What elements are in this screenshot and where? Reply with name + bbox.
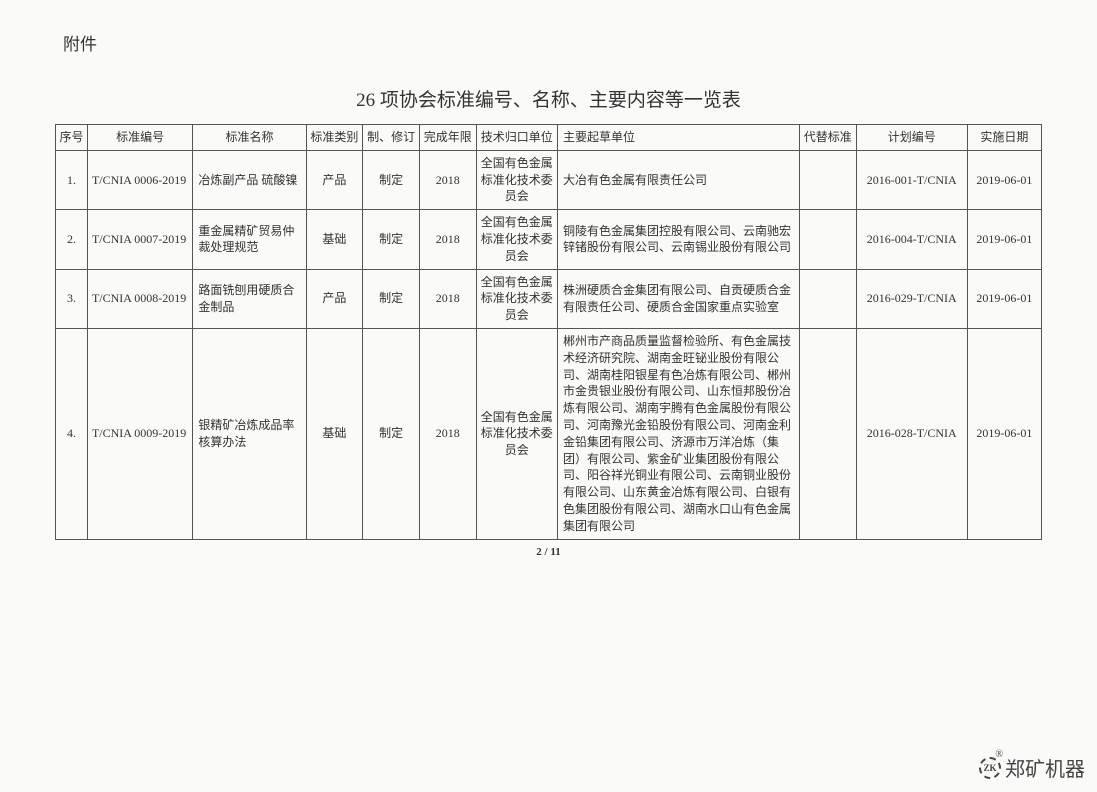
table-row: 1. T/CNIA 0006-2019 冶炼副产品 硫酸镍 产品 制定 2018… bbox=[56, 150, 1042, 209]
cell-tech: 全国有色金属标准化技术委员会 bbox=[476, 269, 557, 328]
header-tech: 技术归口单位 bbox=[476, 125, 557, 151]
header-seq: 序号 bbox=[56, 125, 88, 151]
cell-code: T/CNIA 0009-2019 bbox=[87, 328, 192, 539]
cell-plan: 2016-029-T/CNIA bbox=[856, 269, 967, 328]
table-row: 3. T/CNIA 0008-2019 路面铣刨用硬质合金制品 产品 制定 20… bbox=[56, 269, 1042, 328]
cell-revise: 制定 bbox=[363, 328, 420, 539]
cell-seq: 4. bbox=[56, 328, 88, 539]
cell-revise: 制定 bbox=[363, 269, 420, 328]
cell-draft: 铜陵有色金属集团控股有限公司、云南驰宏锌锗股份有限公司、云南锡业股份有限公司 bbox=[557, 210, 799, 269]
header-name: 标准名称 bbox=[193, 125, 306, 151]
cell-name: 路面铣刨用硬质合金制品 bbox=[193, 269, 306, 328]
cell-year: 2018 bbox=[419, 269, 476, 328]
cell-tech: 全国有色金属标准化技术委员会 bbox=[476, 328, 557, 539]
header-draft: 主要起草单位 bbox=[557, 125, 799, 151]
attachment-label: 附件 bbox=[63, 30, 1042, 55]
cell-year: 2018 bbox=[419, 150, 476, 209]
cell-code: T/CNIA 0006-2019 bbox=[87, 150, 192, 209]
cell-seq: 3. bbox=[56, 269, 88, 328]
header-replace: 代替标准 bbox=[799, 125, 856, 151]
cell-seq: 1. bbox=[56, 150, 88, 209]
standards-table: 序号 标准编号 标准名称 标准类别 制、修订 完成年限 技术归口单位 主要起草单… bbox=[55, 124, 1042, 540]
cell-draft: 大冶有色金属有限责任公司 bbox=[557, 150, 799, 209]
cell-date: 2019-06-01 bbox=[967, 328, 1041, 539]
page-title: 26 项协会标准编号、名称、主要内容等一览表 bbox=[55, 85, 1042, 112]
table-row: 2. T/CNIA 0007-2019 重金属精矿贸易仲裁处理规范 基础 制定 … bbox=[56, 210, 1042, 269]
cell-replace bbox=[799, 328, 856, 539]
table-header-row: 序号 标准编号 标准名称 标准类别 制、修订 完成年限 技术归口单位 主要起草单… bbox=[56, 125, 1042, 151]
cell-revise: 制定 bbox=[363, 210, 420, 269]
header-code: 标准编号 bbox=[87, 125, 192, 151]
cell-year: 2018 bbox=[419, 328, 476, 539]
watermark-text: 郑矿机器 bbox=[1005, 753, 1085, 782]
cell-replace bbox=[799, 269, 856, 328]
cell-replace bbox=[799, 150, 856, 209]
cell-year: 2018 bbox=[419, 210, 476, 269]
cell-name: 重金属精矿贸易仲裁处理规范 bbox=[193, 210, 306, 269]
cell-tech: 全国有色金属标准化技术委员会 bbox=[476, 210, 557, 269]
cell-replace bbox=[799, 210, 856, 269]
cell-plan: 2016-004-T/CNIA bbox=[856, 210, 967, 269]
header-year: 完成年限 bbox=[419, 125, 476, 151]
cell-plan: 2016-028-T/CNIA bbox=[856, 328, 967, 539]
cell-draft: 株洲硬质合金集团有限公司、自贡硬质合金有限责任公司、硬质合金国家重点实验室 bbox=[557, 269, 799, 328]
cell-date: 2019-06-01 bbox=[967, 150, 1041, 209]
cell-draft: 郴州市产商品质量监督检验所、有色金属技术经济研究院、湖南金旺铋业股份有限公司、湖… bbox=[557, 328, 799, 539]
header-plan: 计划编号 bbox=[856, 125, 967, 151]
cell-date: 2019-06-01 bbox=[967, 210, 1041, 269]
cell-type: 基础 bbox=[306, 328, 363, 539]
watermark-reg: ® bbox=[995, 749, 1003, 760]
cell-tech: 全国有色金属标准化技术委员会 bbox=[476, 150, 557, 209]
header-type: 标准类别 bbox=[306, 125, 363, 151]
cell-plan: 2016-001-T/CNIA bbox=[856, 150, 967, 209]
cell-type: 产品 bbox=[306, 269, 363, 328]
watermark: ZK ® 郑矿机器 bbox=[979, 753, 1085, 782]
cell-name: 冶炼副产品 硫酸镍 bbox=[193, 150, 306, 209]
page-footer: 2 / 11 bbox=[55, 546, 1042, 558]
header-revise: 制、修订 bbox=[363, 125, 420, 151]
cell-seq: 2. bbox=[56, 210, 88, 269]
table-row: 4. T/CNIA 0009-2019 银精矿冶炼成品率核算办法 基础 制定 2… bbox=[56, 328, 1042, 539]
cell-revise: 制定 bbox=[363, 150, 420, 209]
cell-type: 产品 bbox=[306, 150, 363, 209]
cell-code: T/CNIA 0007-2019 bbox=[87, 210, 192, 269]
cell-type: 基础 bbox=[306, 210, 363, 269]
header-date: 实施日期 bbox=[967, 125, 1041, 151]
cell-name: 银精矿冶炼成品率核算办法 bbox=[193, 328, 306, 539]
cell-date: 2019-06-01 bbox=[967, 269, 1041, 328]
cell-code: T/CNIA 0008-2019 bbox=[87, 269, 192, 328]
